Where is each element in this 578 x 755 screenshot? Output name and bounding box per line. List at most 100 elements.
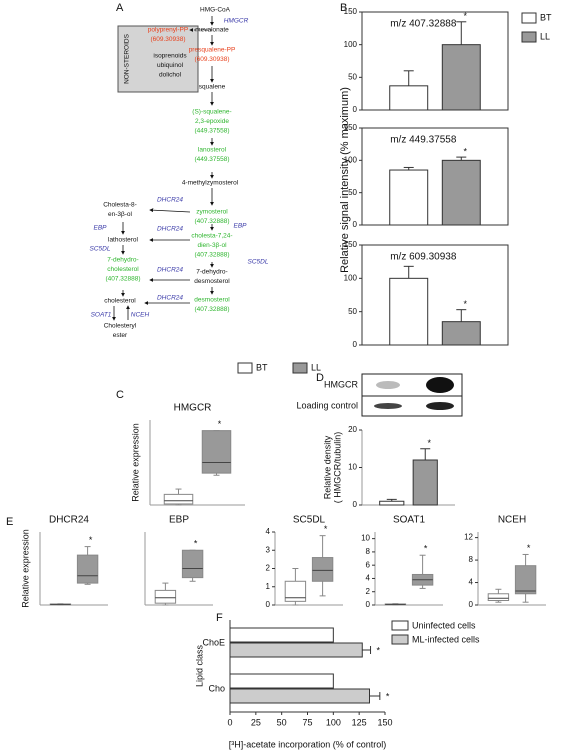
diagram-node: 7-dehydro- [196,269,227,276]
legend-swatch [521,12,537,24]
x-tick-label: 50 [277,717,287,727]
box-label: NON-STEROIDS [124,33,131,84]
diagram-node: 7-dehydro- [107,257,138,264]
x-tick-label: 125 [352,717,367,727]
y-axis-label: Relative signal intensity (% maximum) [339,87,351,273]
significance: * [324,524,328,534]
significance: * [194,539,198,549]
y-tick-label: 0 [353,220,358,229]
legend-swatch [391,620,409,631]
plot-frame [361,127,509,226]
significance: * [386,691,390,701]
diagram-node: cholesterol [104,298,136,305]
chart-title: HMGCR [174,403,212,414]
bar [389,85,429,111]
bar [441,159,481,226]
y-tick-label: 8 [469,555,474,564]
bar [441,44,481,111]
box [311,557,334,582]
diagram-node: mevalonate [195,27,229,34]
x-axis-label: [³H]-acetate incorporation (% of control… [229,739,387,749]
blot-label: Loading control [296,400,358,410]
legend-swatch [521,31,537,43]
diagram-node: desmosterol [194,297,230,304]
diagram-node: NCEH [131,312,150,319]
y-tick-label: 100 [344,40,358,49]
y-tick-label: 0 [353,340,358,349]
diagram-node: SC5DL [90,246,111,253]
bar [229,673,334,689]
blot-label: HMGCR [324,379,358,389]
legend-label: LL [311,362,321,372]
chart-title: EBP [169,515,189,526]
y-tick-label: 3 [266,545,271,554]
y-tick-label: 12 [464,533,473,542]
diagram-node: DHCR24 [157,226,183,233]
legend-swatch [391,634,409,645]
bar [441,321,481,346]
diagram-node: (407.32888) [194,306,229,313]
box [514,565,537,595]
bar [379,500,405,506]
diagram-node: zymosterol [196,209,228,216]
y-axis-label: Relative density [322,435,332,499]
diagram-node: HMGCR [224,18,249,25]
y-tick-label: 150 [344,240,358,249]
y-tick-label: Cho [208,683,225,693]
diagram-node: 2,3-epoxide [195,118,229,125]
legend-label: BT [256,362,268,372]
x-tick-label: 75 [302,717,312,727]
diagram-node: desmosterol [194,278,230,285]
diagram-node: DHCR24 [157,295,183,302]
legend-label: BT [540,12,552,22]
y-axis-label: Relative expression [20,529,30,608]
y-tick-label: 150 [344,7,358,16]
diagram-node: (609.30938) [194,56,229,63]
arrow [149,208,191,213]
legend-swatch [292,362,308,374]
diagram-node: (449.37558) [194,156,229,163]
diagram-node: dien-3β-ol [197,242,227,249]
y-tick-label: 20 [348,425,357,434]
chart-title: DHCR24 [49,515,89,526]
box [76,554,99,584]
x-tick-label: 100 [326,717,341,727]
y-tick-label: 100 [344,155,358,164]
significance: * [89,535,93,545]
y-axis-label: Lipid class [194,644,204,687]
diagram-node: DHCR24 [157,197,183,204]
diagram-node: lathosterol [108,237,139,244]
box [181,549,204,579]
y-tick-label: 150 [344,123,358,132]
diagram-node: ester [113,332,128,339]
diagram-node: (407.32888) [194,252,229,259]
diagram-node: (407.32888) [105,276,140,283]
panel-label: D [316,372,324,384]
annotation: m/z 407.32888 [390,19,457,30]
y-tick-label: 4 [469,578,474,587]
significance: * [377,645,381,655]
y-tick-label: 4 [266,527,271,536]
diagram-node: (609.30938) [150,36,185,43]
y-tick-label: 50 [348,188,357,197]
box [163,493,194,505]
box [154,589,177,604]
x-tick-label: 0 [227,717,232,727]
panel-label: F [216,612,223,624]
y-tick-label: 0 [353,105,358,114]
y-tick-label: 2 [366,587,371,596]
x-tick-label: 25 [251,717,261,727]
box [487,593,510,602]
diagram-node: EBP [93,225,107,232]
diagram-node: DHCR24 [157,267,183,274]
significance: * [424,544,428,554]
diagram-node: lanosterol [198,147,227,154]
y-tick-label: 0 [366,600,371,609]
significance: * [464,146,468,156]
y-tick-label: 50 [348,307,357,316]
bar [229,688,370,704]
diagram-node: (407.32888) [194,218,229,225]
y-tick-label: ChoE [202,637,225,647]
diagram-node: SOAT1 [91,312,112,319]
diagram-node: EBP [233,223,247,230]
